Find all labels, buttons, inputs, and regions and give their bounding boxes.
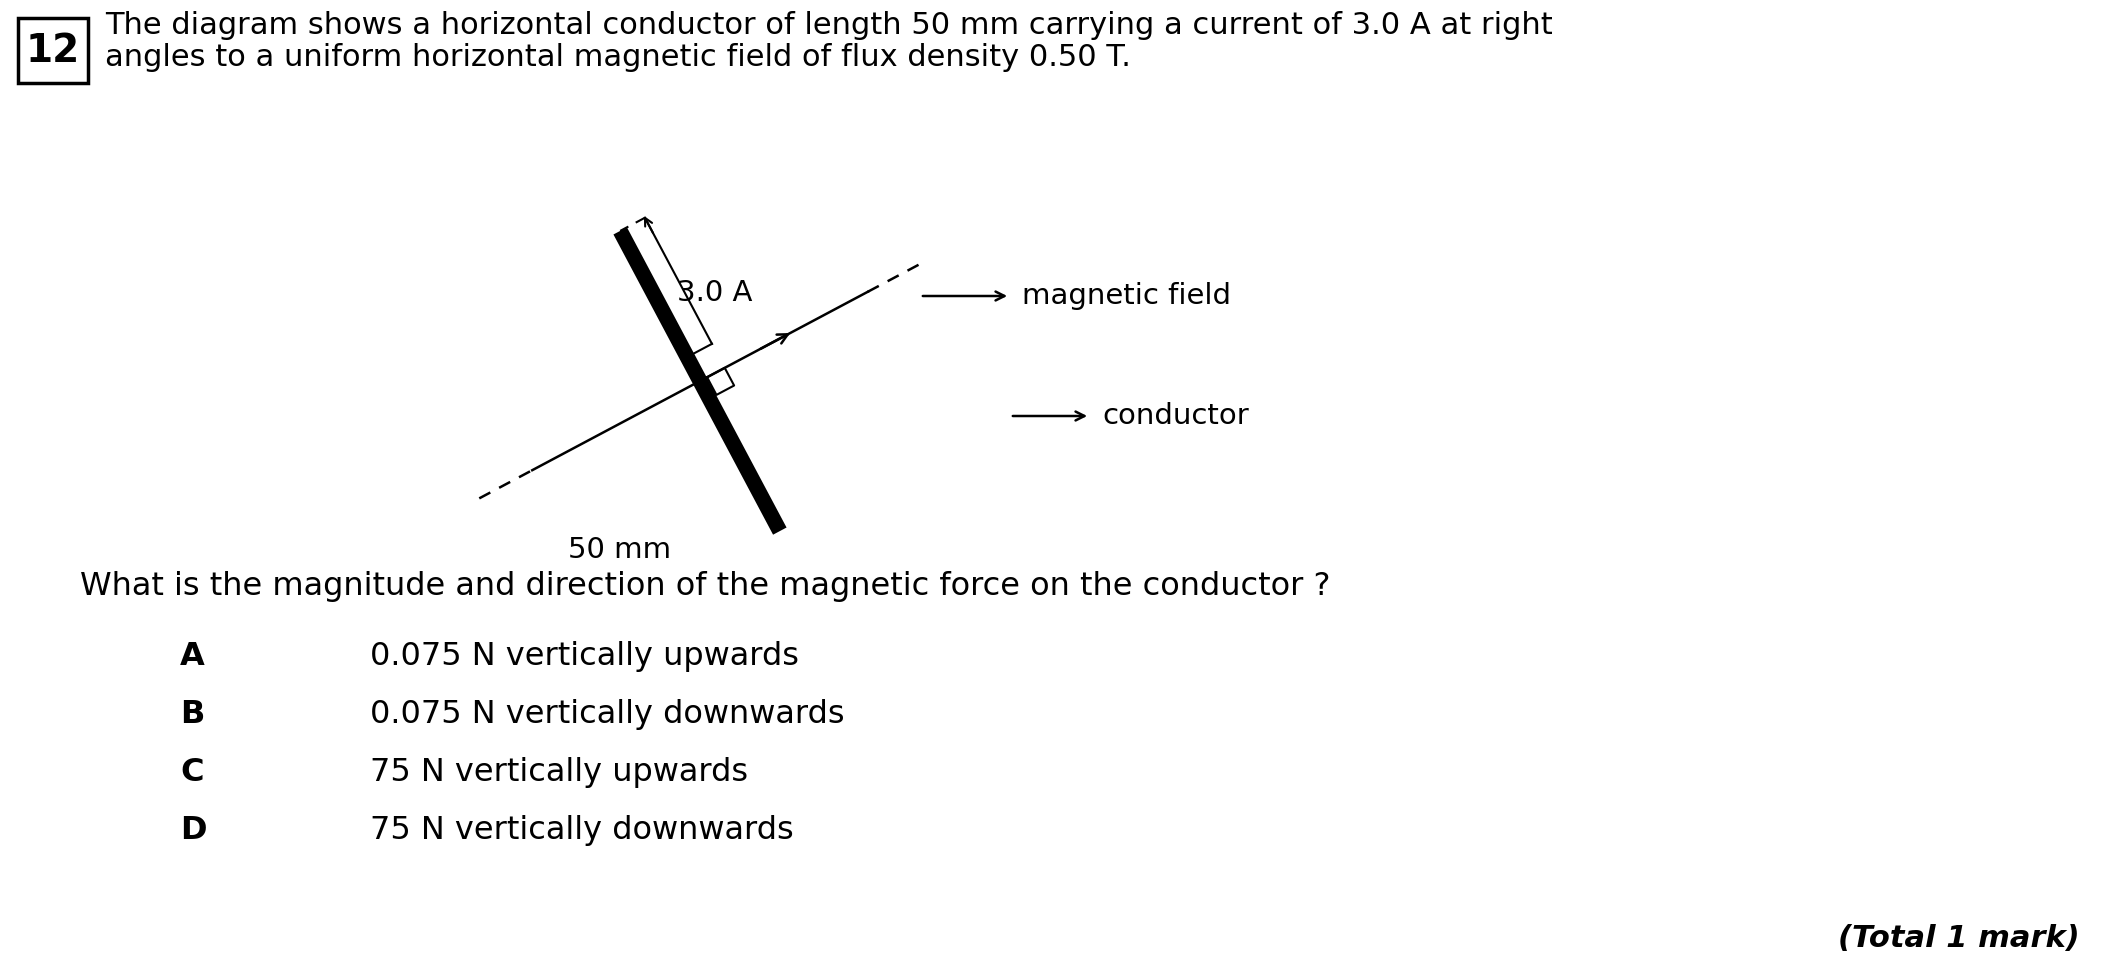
Text: angles to a uniform horizontal magnetic field of flux density 0.50 T.: angles to a uniform horizontal magnetic … — [104, 43, 1132, 72]
Text: 0.075 N vertically downwards: 0.075 N vertically downwards — [370, 699, 844, 730]
Text: The diagram shows a horizontal conductor of length 50 mm carrying a current of 3: The diagram shows a horizontal conductor… — [104, 11, 1553, 40]
FancyBboxPatch shape — [17, 18, 87, 83]
Text: D: D — [181, 815, 206, 846]
Text: (Total 1 mark): (Total 1 mark) — [1838, 924, 2080, 953]
Text: B: B — [181, 699, 204, 730]
Text: 50 mm: 50 mm — [568, 536, 672, 564]
Text: What is the magnitude and direction of the magnetic force on the conductor ?: What is the magnitude and direction of t… — [81, 571, 1332, 602]
Text: magnetic field: magnetic field — [1021, 282, 1232, 310]
Text: 3.0 A: 3.0 A — [676, 280, 753, 307]
Text: A: A — [181, 641, 204, 672]
Text: conductor: conductor — [1102, 402, 1249, 430]
Text: 75 N vertically upwards: 75 N vertically upwards — [370, 757, 749, 788]
Text: 0.075 N vertically upwards: 0.075 N vertically upwards — [370, 641, 800, 672]
Text: 12: 12 — [26, 31, 81, 70]
Text: C: C — [181, 757, 204, 788]
Text: 75 N vertically downwards: 75 N vertically downwards — [370, 815, 793, 846]
